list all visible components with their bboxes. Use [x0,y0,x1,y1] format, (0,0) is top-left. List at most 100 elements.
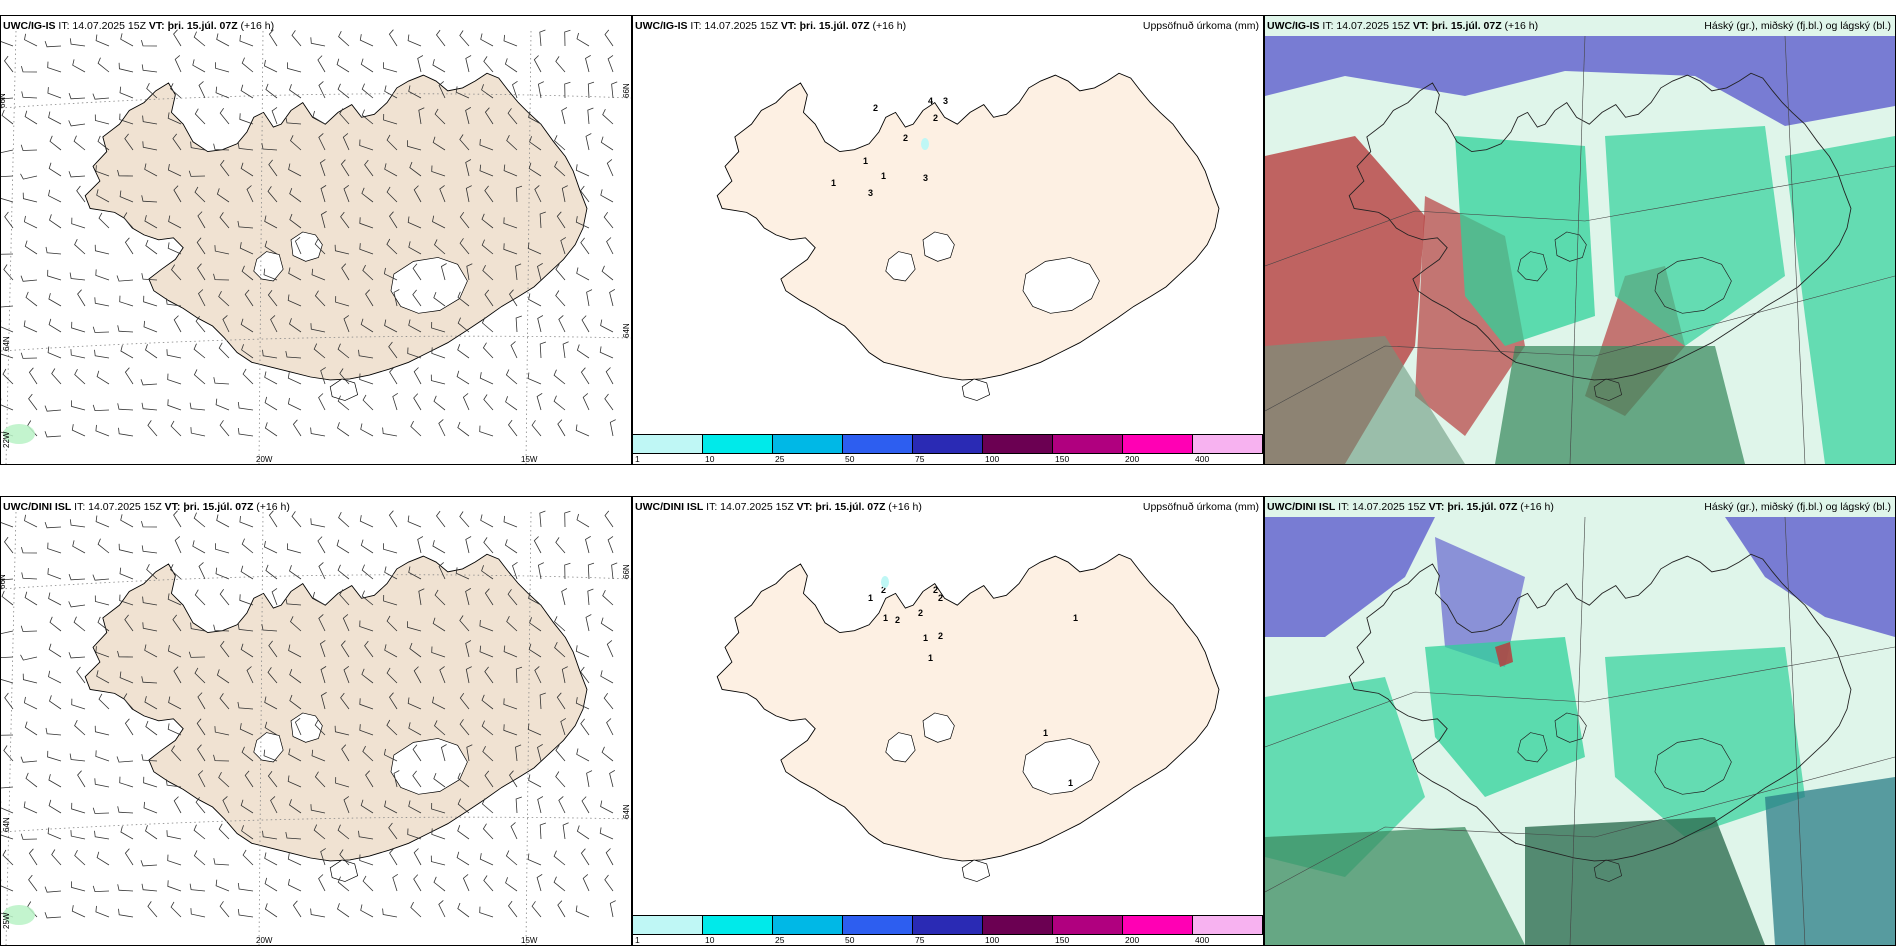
precip-value-label: 2 [933,113,938,123]
cloud-layer-area [1265,517,1435,637]
colorbar-swatch [913,916,983,934]
iceland-coastline [1348,553,1852,862]
lon-20w-label: 20W [256,455,273,464]
precip-value-label: 3 [943,96,948,106]
colorbar-tick-label: 25 [775,935,785,945]
lon-20w-label: 20W [256,936,273,945]
glacier-outline [1517,251,1548,282]
precip-value-label: 2 [938,631,943,641]
colorbar-swatch [633,916,703,934]
panel-field-title: Uppsöfnuð úrkoma (mm) [1142,501,1259,513]
precip-value-label: 2 [895,615,900,625]
precip-colorbar [633,434,1263,454]
wind-barb-map [1,29,631,464]
precip-value-label: 2 [903,133,908,143]
panel-wind-dini: UWC/DINI ISL IT: 14.07.2025 15Z VT: þri.… [0,496,632,946]
lat-66n-label: 66N [1,574,7,589]
glacier-outline [922,712,955,743]
precip-value-label: 1 [1068,778,1073,788]
cloud-layer-area [1605,647,1805,837]
colorbar-swatch [1193,916,1263,934]
glacier-outline [1654,257,1732,314]
lon-22w-label: 22W [2,431,11,448]
cloud-layer-area [1765,777,1895,945]
cloud-layer-area [1525,817,1765,945]
colorbar-tick-label: 150 [1055,454,1070,464]
precip-cell [881,576,889,588]
precip-value-label: 1 [923,633,928,643]
colorbar-swatch [1123,435,1193,453]
colorbar-tick-label: 400 [1195,454,1210,464]
glacier-outline [290,712,323,743]
lat-66n-label: 66N [1,93,7,108]
colorbar-swatch [773,916,843,934]
glacier-outline [1593,378,1623,401]
glacier-outline [253,732,284,763]
colorbar-tick-label: 100 [985,935,1000,945]
panel-precip-dini: UWC/DINI ISL IT: 14.07.2025 15Z VT: þri.… [632,496,1264,946]
precip-value-label: 1 [1043,728,1048,738]
precip-value-label: 1 [881,171,886,181]
panel-title: UWC/DINI ISL IT: 14.07.2025 15Z VT: þri.… [635,501,922,513]
precip-value-label: 2 [881,585,886,595]
colorbar-tick-label: 10 [705,935,715,945]
precip-value-label: 1 [863,156,868,166]
glacier-outline [1517,732,1548,763]
glacier-outline [1593,859,1623,882]
lon-25w-label: 25W [2,912,11,929]
precip-value-label: 1 [1073,613,1078,623]
precip-value-label: 1 [868,593,873,603]
cloud-layer-area [1435,537,1525,667]
colorbar-tick-label: 1 [635,935,640,945]
panel-precip-igis: UWC/IG-IS IT: 14.07.2025 15Z VT: þri. 15… [632,15,1264,465]
lat-64n-label: 64N [2,817,11,832]
precip-colorbar [633,915,1263,935]
precip-value-label: 3 [868,188,873,198]
colorbar-swatch [1053,916,1123,934]
colorbar-swatch [633,435,703,453]
glacier-outline [1554,231,1587,262]
region-borders [1265,35,1895,464]
region-borders [1265,516,1895,945]
cloud-layer-area [1605,126,1785,346]
panel-wind-igis: UWC/IG-IS IT: 14.07.2025 15Z VT: þri. 15… [0,15,632,465]
precip-value-label: 2 [938,593,943,603]
panel-title: UWC/DINI ISL IT: 14.07.2025 15Z VT: þri.… [1267,501,1554,513]
panel-field-title: Uppsöfnuð úrkoma (mm) [1142,20,1259,32]
glacier-outline [329,859,359,882]
colorbar-swatch [1123,916,1193,934]
colorbar-tick-label: 1 [635,454,640,464]
lat-64n-label-right: 64N [622,804,631,819]
lat-66n-label-right: 66N [622,564,631,579]
colorbar-swatch [773,435,843,453]
precip-colorbar-labels: 1 10 25 50 75 100 150 200 400 [633,454,1263,464]
precip-value-label: 3 [923,173,928,183]
colorbar-swatch [913,435,983,453]
glacier-outline [1554,712,1587,743]
panel-title: UWC/DINI ISL IT: 14.07.2025 15Z VT: þri.… [3,501,290,513]
precip-patch [3,424,35,444]
precip-value-label: 2 [873,103,878,113]
wind-barb-map [1,510,631,945]
cloud-layer-area [1265,36,1895,126]
colorbar-swatch [703,435,773,453]
panel-title: UWC/IG-IS IT: 14.07.2025 15Z VT: þri. 15… [635,20,907,32]
glacier-outline [1022,738,1100,795]
precip-colorbar-labels: 1 10 25 50 75 100 150 200 400 [633,935,1263,945]
grid-label-layer: 66N 66N 64N 64N 20W 15W 25W [1,564,631,945]
panel-field-title: Háský (gr.), miðský (fj.bl.) og lágský (… [1704,20,1891,32]
precip-patch [3,905,35,925]
glacier-outline [961,859,991,882]
glacier-outline [885,732,916,763]
panel-field-title: Háský (gr.), miðský (fj.bl.) og lágský (… [1704,501,1891,513]
colorbar-swatch [983,916,1053,934]
cloud-layer-area [1265,336,1465,464]
precip-value-label: 2 [933,585,938,595]
lat-64n-label-right: 64N [622,323,631,338]
cloud-layer-area [1495,346,1745,464]
panel-cloud-dini: UWC/DINI ISL IT: 14.07.2025 15Z VT: þri.… [1264,496,1896,946]
lat-64n-label: 64N [2,336,11,351]
iceland-coastline [1348,72,1852,381]
